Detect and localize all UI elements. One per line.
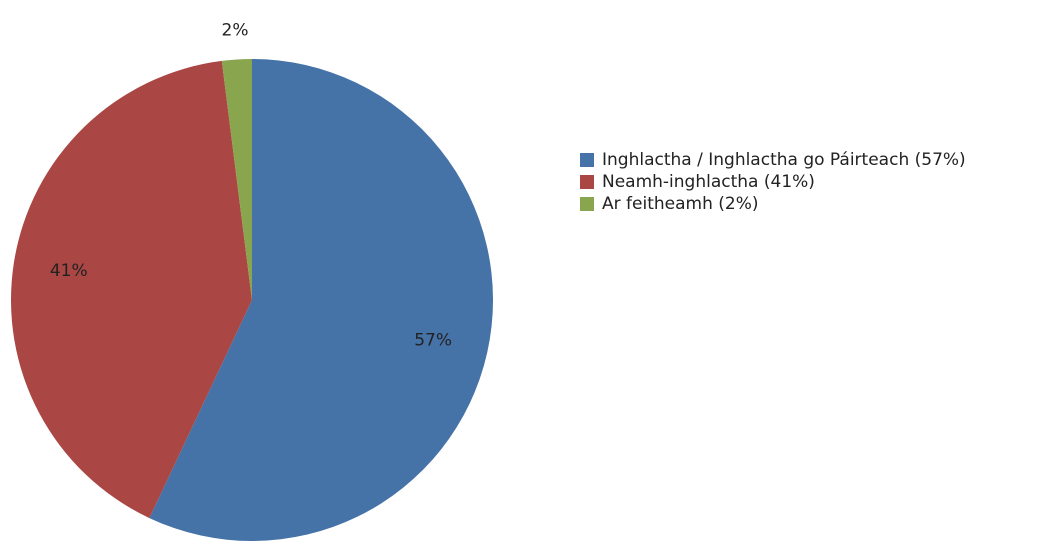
legend-swatch — [580, 197, 594, 211]
legend-label: Neamh-inghlactha (41%) — [602, 172, 815, 192]
legend-label: Inghlactha / Inghlactha go Páirteach (57… — [602, 150, 966, 170]
pie-slice — [221, 59, 252, 300]
legend-swatch — [580, 175, 594, 189]
data-label: 57% — [414, 330, 452, 350]
data-label: 2% — [222, 21, 249, 41]
pie-slice — [11, 60, 252, 519]
pie-slice — [149, 59, 493, 541]
legend-swatch — [580, 153, 594, 167]
data-label: 41% — [50, 261, 88, 281]
legend-label: Ar feitheamh (2%) — [602, 194, 758, 214]
